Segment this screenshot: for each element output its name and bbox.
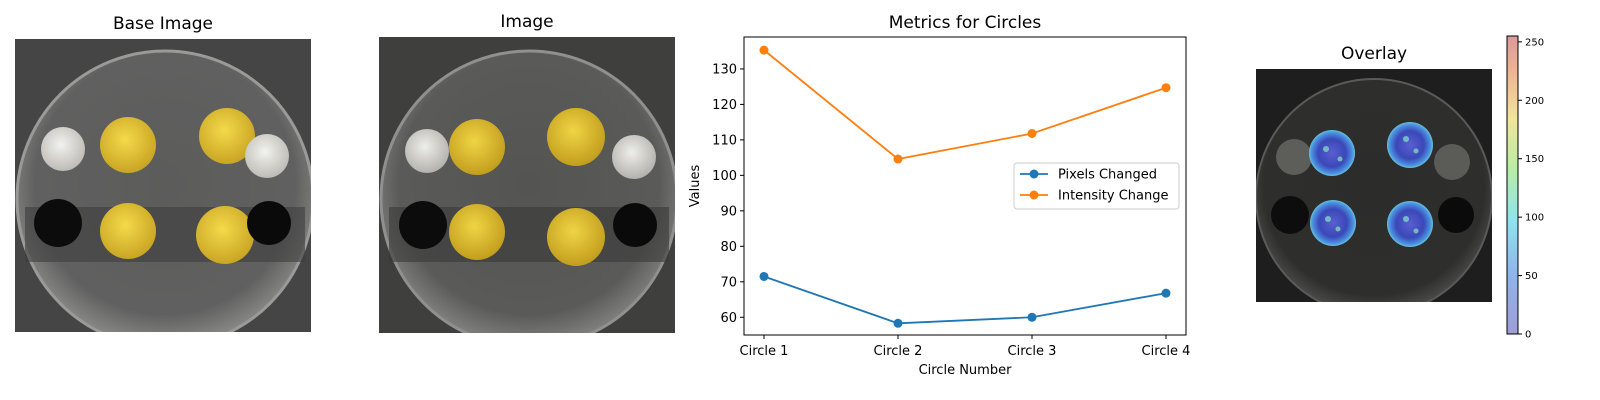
series-line-1 — [763, 275, 1167, 325]
image — [379, 37, 675, 333]
y-tick-label: 60 — [720, 311, 737, 326]
x-tick-label: Circle 2 — [874, 344, 923, 359]
y-tick-label: 100 — [712, 169, 737, 184]
series-layer — [759, 45, 1171, 328]
series-line-2 — [763, 49, 1167, 161]
y-axis: 60 70 80 90 100 110 120 130 — [712, 62, 744, 326]
colorbar-gradient — [1506, 35, 1519, 335]
colorbar-tick-label: 200 — [1525, 96, 1544, 107]
legend-marker — [1029, 190, 1039, 200]
colorbar-tick-label: 0 — [1525, 330, 1531, 341]
data-point — [759, 271, 769, 281]
colorbar-tick-label: 50 — [1525, 271, 1538, 282]
x-axis-label: Circle Number — [919, 363, 1013, 378]
x-tick-label: Circle 3 — [1008, 344, 1057, 359]
base-image-title: Base Image — [112, 14, 214, 34]
image-drawing — [379, 37, 675, 333]
y-tick-label: 110 — [712, 133, 737, 148]
x-tick-label: Circle 4 — [1142, 344, 1191, 359]
chart-title: Metrics for Circles — [889, 13, 1042, 33]
data-point — [1161, 83, 1171, 93]
legend-marker — [1029, 169, 1039, 179]
legend-label: Pixels Changed — [1058, 168, 1157, 183]
metrics-line-chart: Metrics for Circles 60 70 80 90 100 110 120 130… — [688, 13, 1191, 378]
y-tick-label: 120 — [712, 98, 737, 113]
legend: Pixels Changed Intensity Change — [1013, 162, 1180, 210]
overlay-drawing — [1256, 69, 1492, 302]
colorbar-tick-label: 150 — [1525, 154, 1544, 165]
colorbar-tick-label: 250 — [1525, 37, 1544, 48]
data-point — [1027, 312, 1037, 322]
y-axis-label: Values — [688, 165, 703, 208]
colorbar-tick-label: 100 — [1525, 213, 1544, 224]
y-tick-label: 70 — [720, 275, 737, 290]
data-point — [893, 154, 903, 164]
y-tick-label: 90 — [720, 204, 737, 219]
y-tick-label: 80 — [720, 240, 737, 255]
x-axis: Circle 1 Circle 2 Circle 3 Circle 4 — [740, 335, 1191, 359]
data-point — [1027, 128, 1037, 138]
data-point — [759, 45, 769, 55]
legend-box — [1013, 162, 1180, 210]
colorbar-ticks: 0 50 100 150 200 250 — [1518, 37, 1544, 341]
legend-label: Intensity Change — [1058, 189, 1169, 204]
data-point — [893, 318, 903, 328]
base-image — [15, 39, 311, 332]
image-title: Image — [500, 12, 554, 32]
overlay-image — [1256, 69, 1492, 302]
base-image-drawing — [15, 39, 311, 332]
colorbar: 0 50 100 150 200 250 — [1506, 35, 1544, 341]
data-point — [1161, 288, 1171, 298]
overlay-title: Overlay — [1340, 44, 1408, 64]
x-tick-label: Circle 1 — [740, 344, 789, 359]
y-tick-label: 130 — [712, 62, 737, 77]
plot-area — [743, 36, 1187, 336]
